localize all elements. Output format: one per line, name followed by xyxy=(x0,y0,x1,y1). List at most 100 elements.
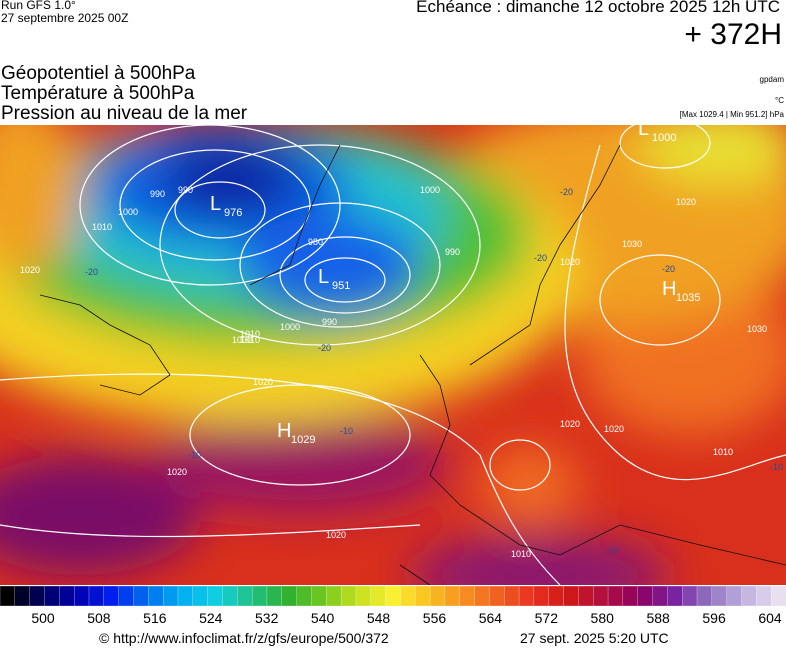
swatch xyxy=(44,586,60,607)
isobar-label: 1010 xyxy=(713,447,733,457)
isobar-label: 1010 xyxy=(511,549,531,559)
temperature-label: -20 xyxy=(534,253,547,263)
center-value: 1035 xyxy=(676,292,700,304)
isobar-label: 1030 xyxy=(622,239,642,249)
swatch xyxy=(444,586,461,607)
title: Géopotentiel à 500hPa xyxy=(1,63,196,84)
swatch xyxy=(0,586,16,607)
swatch xyxy=(103,586,120,607)
isobar-label: 1020 xyxy=(253,377,273,387)
swatch xyxy=(622,586,639,607)
temperature-label: -10 xyxy=(770,462,783,472)
swatch xyxy=(133,586,149,607)
center-letter: L xyxy=(210,193,221,215)
swatch xyxy=(578,586,594,607)
colorbar xyxy=(0,586,786,607)
colorbar-label: 588 xyxy=(646,610,670,626)
swatch xyxy=(607,586,624,607)
isobar-label: 990 xyxy=(322,317,337,327)
swatch xyxy=(696,586,713,607)
isobar-label: 990 xyxy=(150,189,165,199)
swatch xyxy=(340,586,357,607)
colorbar-label: 524 xyxy=(199,610,223,626)
temperature-label: -10 xyxy=(340,426,353,436)
center-value: 1029 xyxy=(291,434,315,446)
colorbar-label: 540 xyxy=(311,610,335,626)
swatch xyxy=(118,586,135,607)
swatch xyxy=(756,586,772,607)
swatch xyxy=(667,586,683,607)
swatch xyxy=(711,586,728,607)
swatch xyxy=(385,586,402,607)
center-letter: H xyxy=(662,278,676,300)
swatch xyxy=(251,586,268,607)
swatch xyxy=(652,586,669,607)
swatch xyxy=(266,586,283,607)
swatch xyxy=(637,586,654,607)
isobar-label: 1020 xyxy=(560,419,580,429)
temperature-label: -20 xyxy=(560,187,573,197)
swatch xyxy=(489,586,505,607)
swatch xyxy=(355,586,372,607)
isobars xyxy=(0,125,786,585)
echeance: Echéance : dimanche 12 octobre 2025 12h … xyxy=(416,0,780,16)
source: © http://www.infoclimat.fr/z/gfs/europe/… xyxy=(99,630,389,646)
swatch xyxy=(237,586,253,607)
temperature-label: -10 xyxy=(188,450,201,460)
isobar-label: 1010 xyxy=(92,222,112,232)
swatch xyxy=(459,586,476,607)
swatch xyxy=(533,586,550,607)
colorbar-label: 604 xyxy=(758,610,782,626)
run-date: 27 septembre 2025 00Z xyxy=(1,11,129,25)
isobar-label: 1000 xyxy=(420,185,440,195)
swatch xyxy=(162,586,179,607)
colorbar-label: 572 xyxy=(535,610,559,626)
swatch xyxy=(59,586,75,607)
center-value: 951 xyxy=(332,280,350,292)
swatch xyxy=(682,586,698,607)
isobar-label: 1010 xyxy=(240,335,260,345)
unit: °C xyxy=(775,96,784,105)
isobar-label: 1020 xyxy=(326,530,346,540)
swatch xyxy=(74,586,90,607)
swatch xyxy=(88,586,105,607)
temperature-label: -20 xyxy=(85,267,98,277)
swatch xyxy=(593,586,609,607)
swatch xyxy=(429,586,446,607)
swatch xyxy=(311,586,327,607)
colorbar-label: 580 xyxy=(591,610,615,626)
isobar-label: 1020 xyxy=(20,265,40,275)
swatch xyxy=(415,586,431,607)
colorbar-label: 516 xyxy=(143,610,167,626)
center-value: 1000 xyxy=(652,132,676,144)
swatch xyxy=(296,586,313,607)
isobar-label: 1010 xyxy=(240,329,260,339)
isobar-label: 1000 xyxy=(118,207,138,217)
swatch xyxy=(222,586,238,607)
swatch xyxy=(563,586,580,607)
isobar-label: 1000 xyxy=(280,322,300,332)
offset: + 372H xyxy=(684,18,782,51)
swatch xyxy=(207,586,224,607)
temperature-label: -10 xyxy=(606,545,619,555)
swatch xyxy=(548,586,565,607)
title: Température à 500hPa xyxy=(1,83,195,104)
colorbar-label: 532 xyxy=(255,610,279,626)
unit: [Max 1029.4 | Min 951.2] hPa xyxy=(679,110,784,119)
swatch xyxy=(400,586,416,607)
isobar-label: 1020 xyxy=(167,467,187,477)
swatch xyxy=(726,586,743,607)
temperature-label: -20 xyxy=(662,264,675,274)
isobar-label: 1020 xyxy=(676,197,696,207)
colorbar-label: 564 xyxy=(479,610,503,626)
swatch xyxy=(148,586,164,607)
title: Pression au niveau de la mer xyxy=(1,103,248,124)
center-letter: L xyxy=(638,125,649,140)
swatch xyxy=(370,586,387,607)
generated: 27 sept. 2025 5:20 UTC xyxy=(520,630,669,646)
center-value: 976 xyxy=(224,207,242,219)
temperature-label: -20 xyxy=(318,343,331,353)
